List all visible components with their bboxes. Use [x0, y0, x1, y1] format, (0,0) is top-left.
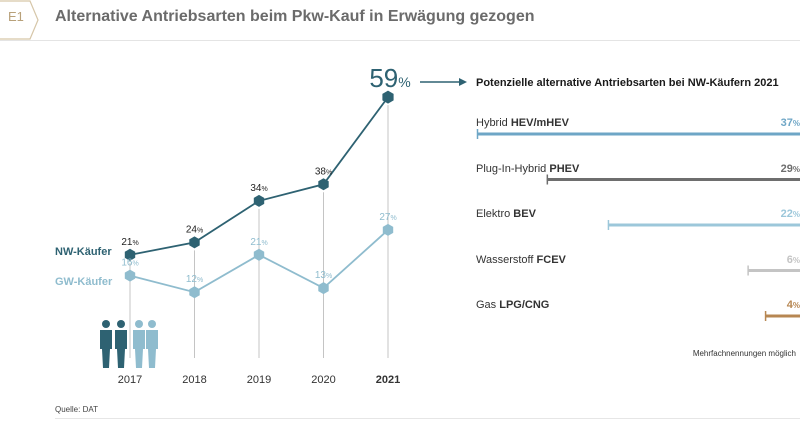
x-tick-label: 2017 [118, 374, 142, 386]
data-point [124, 248, 136, 261]
arrow-head-icon [459, 78, 467, 86]
x-tick-label: 2020 [311, 374, 335, 386]
data-point [318, 282, 329, 295]
bar-label: Plug-In-Hybrid PHEV [476, 162, 580, 175]
highlight-value: 59% [369, 63, 410, 93]
data-label: 27% [379, 212, 396, 223]
data-label: 16% [121, 258, 138, 269]
data-point [189, 236, 200, 249]
bar [546, 174, 800, 185]
header: E1 Alternative Antriebsarten beim Pkw-Ka… [0, 0, 800, 40]
x-tick-label: 2018 [182, 374, 206, 386]
footer-divider [55, 418, 800, 419]
bar-label: Hybrid HEV/mHEV [476, 117, 569, 129]
person-figure [133, 320, 145, 368]
data-label: 24% [186, 224, 203, 235]
bar [764, 311, 800, 321]
source-note: Quelle: DAT [55, 405, 98, 414]
header-divider [0, 40, 800, 41]
data-point [318, 178, 329, 191]
bar-value: 29% [780, 162, 800, 175]
bar [747, 265, 800, 276]
data-point [382, 90, 394, 104]
data-label: 12% [186, 274, 203, 285]
x-tick-label: 2021 [376, 374, 400, 386]
data-point [253, 194, 265, 207]
bar-value: 4% [786, 299, 800, 311]
data-label: 34% [250, 183, 267, 194]
data-point [382, 223, 394, 236]
bar-label: Wasserstoff FCEV [476, 253, 566, 266]
data-label: 38% [315, 166, 332, 177]
bar [607, 220, 800, 230]
person-figure [115, 320, 127, 368]
data-point [189, 286, 200, 299]
data-point [253, 248, 265, 261]
person-figure [146, 320, 158, 368]
data-label: 13% [315, 270, 332, 281]
legend-gw: GW-Käufer [55, 276, 113, 288]
data-label: 21% [121, 237, 138, 248]
page-title: Alternative Antriebsarten beim Pkw-Kauf … [55, 8, 535, 25]
bar-label: Elektro BEV [476, 208, 536, 220]
people-illustration [100, 320, 158, 368]
data-label: 21% [250, 237, 267, 248]
person-figure [100, 320, 112, 368]
bar-value: 22% [780, 208, 800, 220]
badge-label: E1 [8, 9, 24, 24]
badge-shape [0, 0, 39, 40]
bar-chart-note: Mehrfachnennungen möglich [692, 349, 796, 358]
bar-value: 37% [780, 117, 800, 129]
bar-chart-title: Potenzielle alternative Antriebsarten be… [476, 77, 779, 89]
legend-nw: NW-Käufer [55, 246, 112, 258]
x-tick-label: 2019 [247, 374, 271, 386]
bar-value: 6% [786, 253, 800, 266]
bar [476, 129, 800, 139]
bar-label: Gas LPG/CNG [476, 299, 550, 311]
data-point [124, 269, 136, 282]
